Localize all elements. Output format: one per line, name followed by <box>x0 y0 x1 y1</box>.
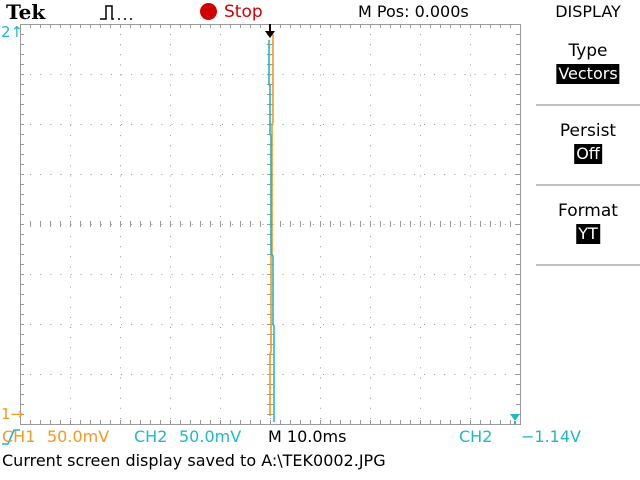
ch1-label: CH1 <box>2 427 36 446</box>
trigger-source: CH2 <box>459 427 493 446</box>
pulse-waveform-icon <box>100 5 132 20</box>
trigger-level: −1.14V <box>521 427 581 446</box>
menu-item-value: YT <box>576 224 600 244</box>
trigger-level-arrow-icon <box>510 414 520 421</box>
channel-readout-bar: CH1 50.0mV CH2 50.0mV M 10.0ms CH2 −1.14… <box>0 426 640 448</box>
ch1-ground-marker: 1→ <box>1 405 24 423</box>
ch1-scale: 50.0mV <box>47 427 110 446</box>
menu-item-value: Off <box>574 144 602 164</box>
display-menu: DISPLAY Type Vectors Persist Off Format … <box>536 0 640 426</box>
menu-item-label: Persist <box>559 121 617 141</box>
ch2-waveform <box>268 40 275 422</box>
ch2-scale: 50.0mV <box>179 427 242 446</box>
graticule <box>20 24 521 425</box>
rising-edge-icon <box>2 429 20 445</box>
menu-item-format[interactable]: Format YT <box>536 184 640 266</box>
menu-item-label: Format <box>558 201 618 221</box>
waveform-display <box>20 24 521 425</box>
status-bar: Tek Stop M Pos: 0.000s <box>0 0 528 24</box>
status-message: Current screen display saved to A:\TEK00… <box>2 451 386 470</box>
brand-logo: Tek <box>6 0 46 24</box>
menu-item-label: Type <box>568 41 608 61</box>
stop-indicator-icon <box>200 3 217 20</box>
ch2-ground-marker: 2↑ <box>1 23 24 41</box>
ch2-label: CH2 <box>134 427 168 446</box>
menu-item-value: Vectors <box>556 64 620 84</box>
main-position-readout: M Pos: 0.000s <box>358 2 469 21</box>
trigger-position-arrow-icon <box>265 31 275 38</box>
menu-title: DISPLAY <box>555 2 621 21</box>
menu-item-persist[interactable]: Persist Off <box>536 104 640 186</box>
menu-item-type[interactable]: Type Vectors <box>536 24 640 106</box>
timebase-readout: M 10.0ms <box>268 427 347 446</box>
acquisition-state: Stop <box>224 2 263 22</box>
